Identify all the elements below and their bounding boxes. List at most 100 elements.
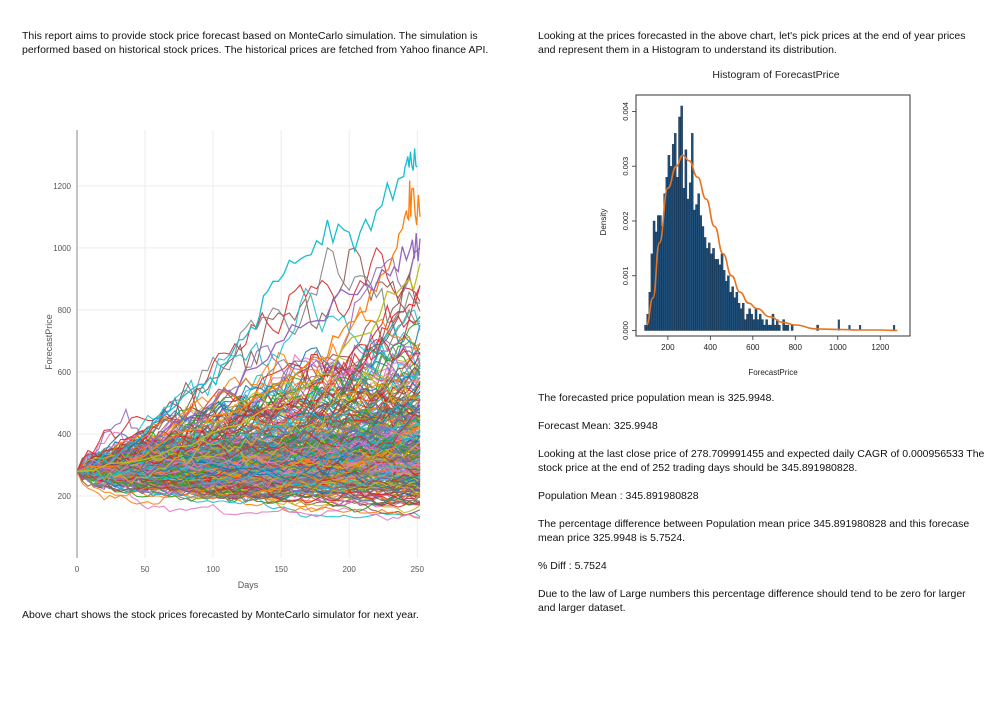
histogram-bar bbox=[703, 237, 707, 331]
histogram-plot-frame bbox=[635, 94, 911, 337]
histogram-bar bbox=[744, 319, 747, 331]
histogram-bar bbox=[782, 319, 785, 331]
highlighted-price-path bbox=[76, 180, 421, 472]
histogram-bar bbox=[674, 133, 677, 331]
histogram-bar bbox=[784, 324, 787, 331]
simulated-price-path bbox=[76, 437, 421, 477]
histogram-bar bbox=[667, 155, 671, 331]
histogram-bar bbox=[720, 253, 724, 331]
y-tick-label: 1200 bbox=[53, 182, 71, 191]
y-tick-label: 600 bbox=[58, 368, 72, 377]
histogram-bar bbox=[657, 215, 660, 331]
simulated-price-path bbox=[76, 272, 421, 481]
histogram-bar bbox=[767, 324, 770, 331]
simulated-price-path bbox=[76, 345, 421, 472]
percentage-difference-sentence: The percentage difference between Popula… bbox=[538, 518, 970, 544]
histogram-bar bbox=[705, 248, 709, 331]
x-tick-label: 200 bbox=[661, 343, 675, 352]
x-tick-label: 0 bbox=[75, 565, 80, 574]
histogram-bar bbox=[763, 324, 766, 331]
histogram-bar bbox=[697, 193, 700, 331]
y-tick-label: 0.004 bbox=[621, 102, 630, 121]
histogram-bar bbox=[644, 324, 647, 331]
histogram-bar bbox=[848, 325, 851, 331]
histogram-intro-paragraph: Looking at the prices forecasted in the … bbox=[538, 30, 966, 56]
percent-diff-line: % Diff : 5.7524 bbox=[538, 560, 607, 572]
histogram-bar bbox=[718, 264, 722, 331]
histogram-bar bbox=[771, 313, 775, 331]
line-chart-xlabel: Days bbox=[238, 580, 259, 590]
cagr-sentence: Looking at the last close price of 278.7… bbox=[538, 448, 985, 474]
y-tick-label: 0.000 bbox=[621, 321, 630, 340]
histogram-bar bbox=[650, 253, 654, 331]
law-of-large-numbers-sentence: Due to the law of Large numbers this per… bbox=[538, 588, 966, 614]
histogram-bar bbox=[708, 242, 711, 331]
y-tick-label: 0.002 bbox=[621, 212, 630, 231]
histogram-bar bbox=[733, 297, 736, 331]
histogram-bar bbox=[661, 226, 664, 331]
histogram-bar bbox=[699, 215, 702, 331]
forecast-mean-line: Forecast Mean: 325.9948 bbox=[538, 420, 658, 432]
y-tick-label: 1000 bbox=[53, 244, 71, 253]
x-tick-label: 50 bbox=[141, 565, 150, 574]
forecast-line-chart: 200 400 600 800 1000 1200 0 50 100 150 200 250 Days… bbox=[44, 130, 424, 590]
highlighted-price-path bbox=[76, 263, 421, 472]
line-chart-caption: Above chart shows the stock prices forec… bbox=[22, 609, 419, 621]
histogram-bar bbox=[761, 319, 764, 331]
histogram-bar bbox=[754, 308, 758, 331]
simulated-price-path bbox=[76, 421, 421, 480]
simulated-price-path bbox=[76, 467, 421, 504]
line-chart-ylabel: ForecastPrice bbox=[44, 314, 54, 370]
histogram-bar bbox=[739, 308, 743, 331]
histogram-bar bbox=[652, 220, 656, 331]
histogram-chart: Histogram of ForecastPrice 200 400 600 800 1… bbox=[599, 69, 911, 377]
summary-text-block: The forecasted price population mean is … bbox=[538, 391, 986, 629]
histogram-bar bbox=[737, 302, 741, 331]
highlighted-price-path bbox=[76, 233, 421, 472]
histogram-bar bbox=[750, 313, 753, 331]
x-tick-label: 200 bbox=[343, 565, 357, 574]
histogram-bar bbox=[746, 313, 749, 331]
histogram-ylabel: Density bbox=[599, 209, 608, 236]
histogram-axes: 200 400 600 800 1000 1200 0.000 0.001 0.002 0.003… bbox=[621, 102, 890, 352]
y-tick-label: 800 bbox=[58, 306, 72, 315]
histogram-bar bbox=[688, 182, 692, 331]
histogram-bar bbox=[712, 248, 715, 331]
histogram-bar bbox=[786, 324, 790, 331]
histogram-bar bbox=[729, 292, 732, 331]
simulated-price-path bbox=[76, 434, 421, 484]
histogram-bar bbox=[752, 319, 756, 331]
histogram-bar bbox=[727, 275, 730, 331]
histogram-bar bbox=[678, 116, 681, 331]
histogram-bar bbox=[759, 313, 762, 331]
histogram-bar bbox=[695, 204, 698, 331]
histogram-bar bbox=[659, 215, 662, 331]
histogram-bar bbox=[716, 259, 719, 331]
histogram-bar bbox=[722, 270, 726, 331]
histogram-density-curve bbox=[645, 154, 898, 332]
simulated-price-path bbox=[76, 429, 421, 473]
histogram-bar bbox=[665, 177, 669, 331]
simulated-price-path bbox=[76, 471, 421, 500]
intro-paragraph: This report aims to provide stock price … bbox=[22, 30, 489, 56]
population-mean-sentence: The forecasted price population mean is … bbox=[538, 392, 775, 404]
histogram-bar bbox=[790, 324, 794, 331]
simulated-price-path bbox=[76, 382, 421, 484]
histogram-bar bbox=[710, 253, 713, 331]
histogram-bar bbox=[778, 324, 781, 331]
histogram-bar bbox=[725, 281, 728, 331]
histogram-bar bbox=[714, 259, 717, 331]
simulated-price-path bbox=[76, 459, 421, 490]
x-tick-label: 800 bbox=[789, 343, 803, 352]
histogram-bar bbox=[859, 325, 862, 331]
histogram-bar bbox=[816, 324, 819, 331]
simulated-price-path bbox=[76, 471, 420, 508]
histogram-bar bbox=[676, 177, 679, 331]
simulated-price-path bbox=[76, 371, 421, 476]
histogram-bar bbox=[684, 149, 688, 331]
line-chart-simulated-paths bbox=[76, 148, 421, 521]
histogram-bar bbox=[735, 292, 739, 331]
histogram-bar bbox=[701, 226, 705, 331]
histogram-bar bbox=[748, 308, 751, 331]
histogram-bar bbox=[669, 166, 673, 331]
